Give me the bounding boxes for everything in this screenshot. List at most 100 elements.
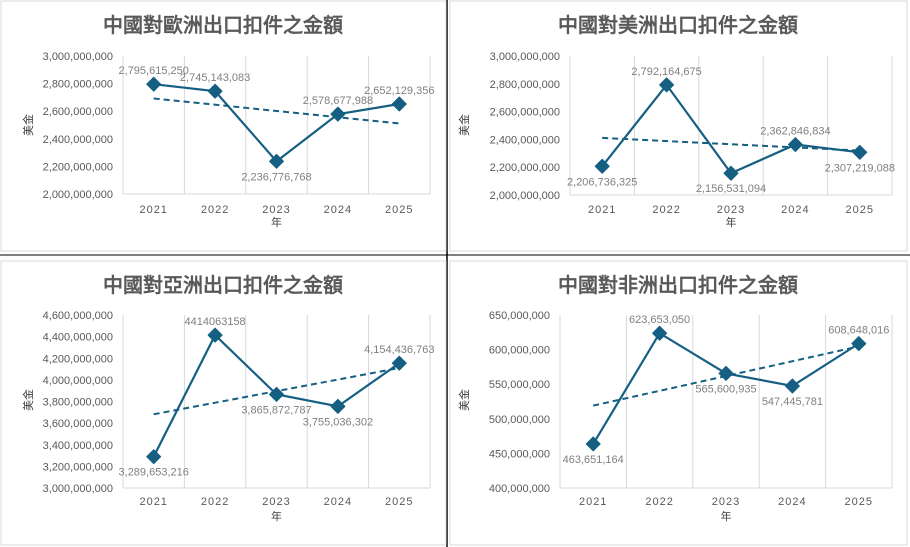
data-point-marker [207,327,223,343]
y-tick-label: 2,000,000,000 [43,189,113,201]
data-label: 2,206,736,325 [567,176,637,188]
data-point-marker [659,77,675,93]
chart-border [0,0,447,252]
y-tick-label: 2,400,000,000 [490,134,560,146]
data-label: 3,865,872,787 [241,404,311,416]
x-tick-label: 2021 [139,496,167,508]
x-tick-label: 2023 [712,496,740,508]
chart-border [449,0,908,252]
data-point-marker [269,153,284,169]
chart-border [0,260,447,546]
y-tick-label: 4,600,000,000 [43,310,113,322]
y-tick-label: 2,800,000,000 [490,79,560,91]
x-axis-title: 年 [271,509,282,523]
chart-title: 中國對非洲出口扣件之金額 [558,273,798,297]
x-tick-label: 2023 [262,496,290,508]
data-point-marker [652,325,668,341]
y-tick-label: 3,400,000,000 [43,440,113,452]
y-tick-label: 4,200,000,000 [43,353,113,365]
chart-1: 中國對歐洲出口扣件之金額 2,000,000,000 2,200,000,000 2,… [0,0,447,252]
data-label: 547,445,781 [762,396,823,408]
x-tick-label: 2024 [781,204,809,216]
y-tick-label: 600,000,000 [489,345,550,357]
x-tick-label: 2021 [588,204,616,216]
x-tick-label: 2022 [201,204,229,216]
chart-3: 中國對亞洲出口扣件之金額 3,000,000,000 3,200,000,000 3,… [0,260,447,546]
data-label: 3,289,653,216 [119,467,189,479]
x-tick-label: 2024 [324,496,352,508]
data-point-marker [146,76,162,92]
y-tick-label: 550,000,000 [489,379,550,391]
y-tick-label: 2,400,000,000 [43,134,113,146]
y-tick-label: 3,000,000,000 [43,483,113,495]
chart-title: 中國對亞洲出口扣件之金額 [103,273,343,297]
y-axis-title: 美金 [457,114,471,136]
chart-2: 中國對美洲出口扣件之金額 2,000,000,000 2,200,000,000 2,… [449,0,908,252]
x-tick-label: 2025 [846,204,874,216]
y-tick-label: 2,600,000,000 [43,106,113,118]
x-axis-title: 年 [271,215,282,229]
data-label: 2,652,129,356 [364,85,434,97]
data-point-marker [146,449,162,465]
y-tick-label: 2,200,000,000 [490,162,560,174]
chart-4: 中國對非洲出口扣件之金額 400,000,000 450,000,000 500,00… [449,260,908,546]
y-tick-label: 3,600,000,000 [43,418,113,430]
x-tick-label: 2021 [579,496,607,508]
y-axis-title: 美金 [21,114,35,136]
data-label: 4414063158 [185,316,246,328]
chart-title: 中國對歐洲出口扣件之金額 [103,13,343,37]
y-tick-label: 3,200,000,000 [43,461,113,473]
data-point-marker [391,96,407,112]
chart-border [449,260,908,546]
data-point-marker [585,436,601,452]
data-point-marker [784,378,800,394]
data-label: 623,653,050 [629,314,690,326]
y-tick-label: 4,000,000,000 [43,375,113,387]
chart-title: 中國對美洲出口扣件之金額 [558,13,798,37]
x-tick-label: 2024 [778,496,806,508]
x-tick-label: 2023 [262,204,290,216]
x-axis-title: 年 [726,215,737,229]
data-label: 2,307,219,088 [825,162,895,174]
x-tick-label: 2022 [652,204,680,216]
data-label: 2,578,677,988 [303,95,373,107]
y-tick-label: 4,400,000,000 [43,332,113,344]
y-tick-label: 2,000,000,000 [490,190,560,202]
data-point-marker [851,336,867,352]
y-tick-label: 3,800,000,000 [43,397,113,409]
y-tick-label: 3,000,000,000 [43,51,113,63]
x-tick-label: 2024 [324,204,352,216]
x-tick-label: 2023 [717,204,745,216]
y-tick-label: 500,000,000 [489,414,550,426]
trendline [602,136,860,152]
y-tick-label: 2,200,000,000 [43,161,113,173]
data-point-marker [330,106,346,122]
x-tick-label: 2025 [845,496,873,508]
data-label: 2,236,776,768 [241,171,311,183]
data-label: 2,795,615,250 [119,65,189,77]
data-point-marker [391,355,407,371]
data-label: 608,648,016 [828,325,889,337]
data-point-marker [723,165,739,181]
data-point-marker [852,144,868,160]
x-tick-label: 2025 [385,496,413,508]
data-point-marker [787,137,803,153]
y-axis-title: 美金 [21,389,35,411]
data-point-marker [269,386,284,402]
x-tick-label: 2021 [139,204,167,216]
data-label: 565,600,935 [695,383,756,395]
x-tick-label: 2022 [645,496,673,508]
y-tick-label: 450,000,000 [489,448,550,460]
y-axis-title: 美金 [457,389,471,411]
data-label: 2,156,531,094 [696,183,766,195]
data-point-marker [718,365,734,381]
data-label: 2,792,164,675 [631,66,701,78]
y-tick-label: 3,000,000,000 [490,51,560,63]
data-label: 4,154,436,763 [364,344,434,356]
y-tick-label: 650,000,000 [489,310,550,322]
y-tick-label: 2,600,000,000 [490,107,560,119]
data-point-marker [330,398,346,414]
trendline [592,345,860,407]
data-point-marker [594,158,610,174]
